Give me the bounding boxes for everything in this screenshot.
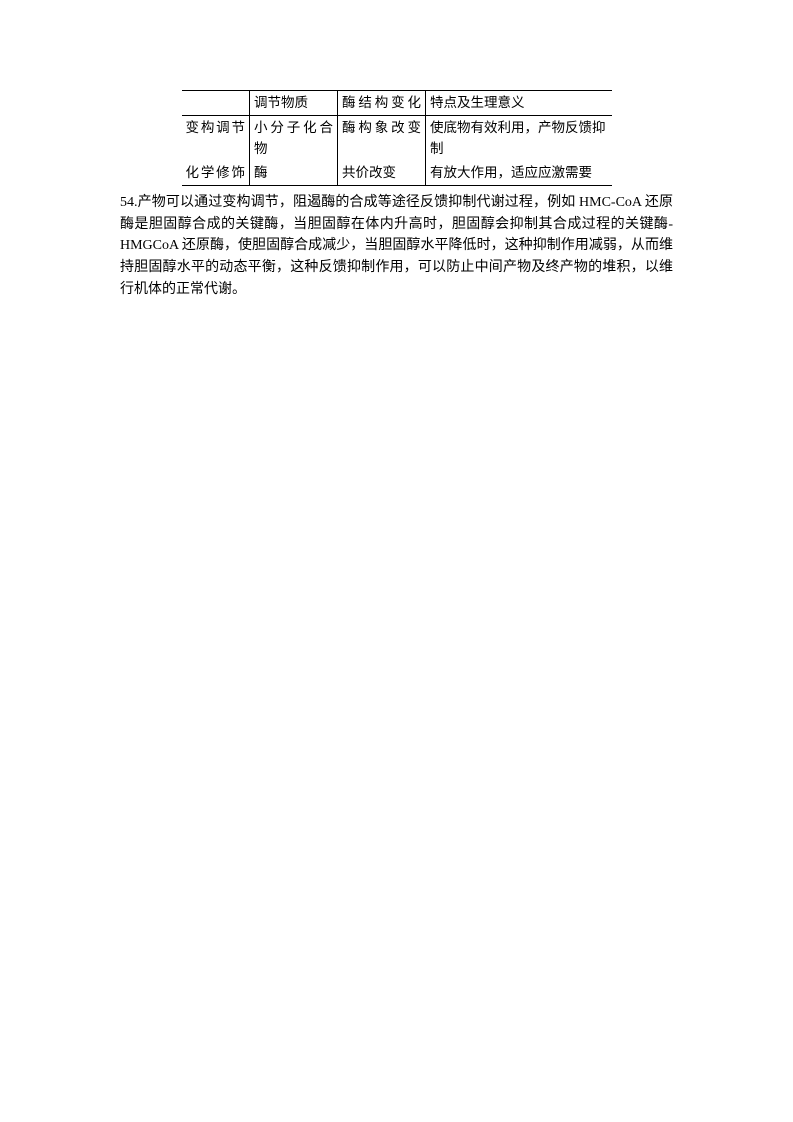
comparison-table: 调节物质 酶结构变化 特点及生理意义 变构调节 小分子化合物 酶构象改变 使底物… xyxy=(182,90,612,186)
row1-cell-0: 变构调节 xyxy=(182,116,250,161)
row1-cell-3: 使底物有效利用，产物反馈抑制 xyxy=(426,116,612,161)
row1-cell-2: 酶构象改变 xyxy=(338,116,426,161)
row2-cell-2: 共价改变 xyxy=(338,161,426,186)
table-row: 变构调节 小分子化合物 酶构象改变 使底物有效利用，产物反馈抑制 xyxy=(182,116,612,161)
header-cell-2: 酶结构变化 xyxy=(338,91,426,116)
row1-cell-1: 小分子化合物 xyxy=(250,116,338,161)
page: 调节物质 酶结构变化 特点及生理意义 变构调节 小分子化合物 酶构象改变 使底物… xyxy=(0,0,793,390)
table-header-row: 调节物质 酶结构变化 特点及生理意义 xyxy=(182,91,612,116)
row2-cell-0: 化学修饰 xyxy=(182,161,250,186)
paragraph-54: 54.产物可以通过变构调节，阻遏酶的合成等途径反馈抑制代谢过程，例如 HMC-C… xyxy=(120,192,673,300)
table-row: 化学修饰 酶 共价改变 有放大作用，适应应激需要 xyxy=(182,161,612,186)
header-cell-1: 调节物质 xyxy=(250,91,338,116)
row2-cell-3: 有放大作用，适应应激需要 xyxy=(426,161,612,186)
header-cell-0 xyxy=(182,91,250,116)
header-cell-3: 特点及生理意义 xyxy=(426,91,612,116)
row2-cell-1: 酶 xyxy=(250,161,338,186)
